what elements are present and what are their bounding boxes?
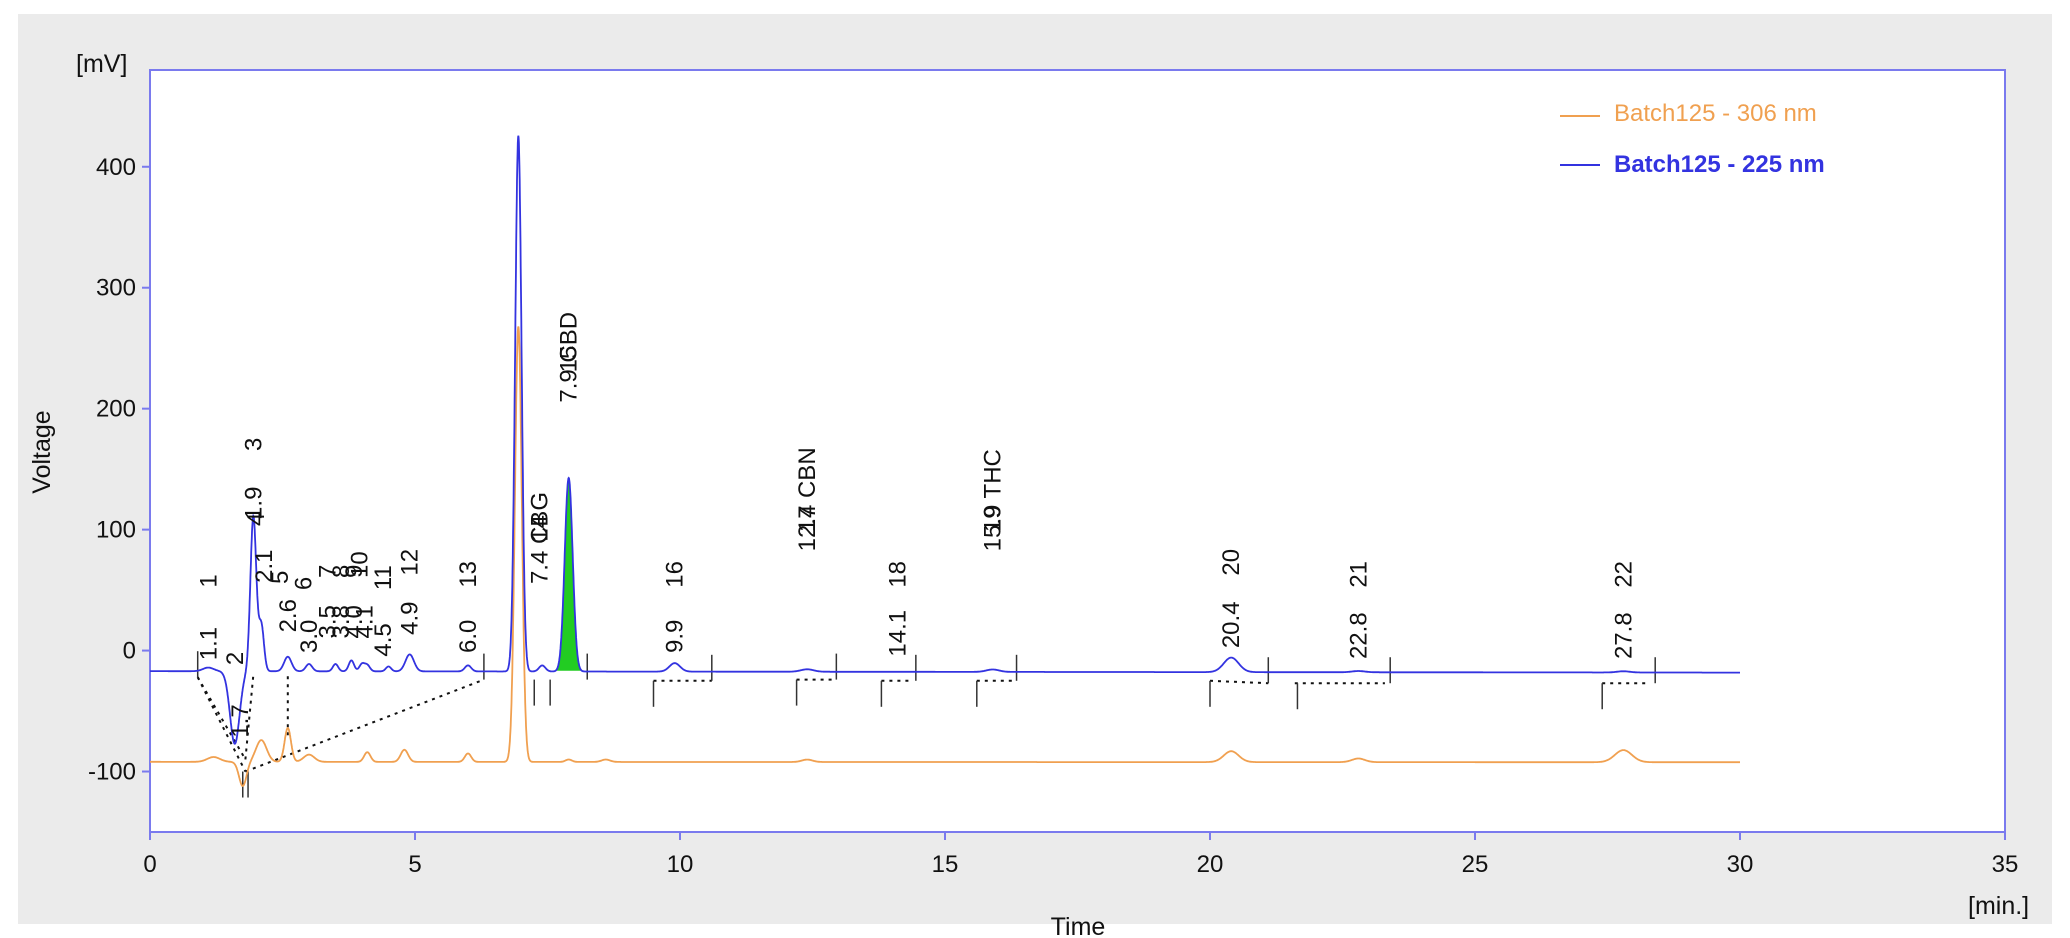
y-tick-label: 200 bbox=[96, 396, 136, 423]
peak-label: 5 bbox=[267, 571, 294, 584]
y-unit-label: [mV] bbox=[76, 50, 127, 78]
peak-label: 6.0 bbox=[455, 620, 482, 653]
peak-label: 27.8 bbox=[1610, 612, 1637, 659]
peak-label: 6 bbox=[291, 577, 318, 590]
y-tick-label: 100 bbox=[96, 517, 136, 544]
peak-label: 7 bbox=[315, 565, 342, 578]
peak-label: 13 bbox=[455, 561, 482, 588]
series-line-1 bbox=[150, 135, 1740, 745]
peak-label: 12.4 CBN bbox=[794, 447, 821, 551]
peak-label: 21 bbox=[1345, 561, 1372, 588]
peak-label: 7.9 CBD bbox=[556, 312, 583, 403]
peak-label: 14 bbox=[527, 515, 554, 542]
y-tick-label: 300 bbox=[96, 275, 136, 302]
integration-baseline-layer bbox=[196, 651, 1656, 798]
x-tick-label: 0 bbox=[143, 851, 156, 878]
legend: Batch125 - 306 nm Batch125 - 225 nm bbox=[1560, 100, 1825, 178]
peak-label: 10 bbox=[346, 551, 373, 578]
peak-label: 4.1 bbox=[352, 605, 379, 638]
peak-label: 9.9 bbox=[662, 620, 689, 653]
peak-label: 22.8 bbox=[1345, 612, 1372, 659]
integration-baseline bbox=[1209, 679, 1269, 685]
peak-label: 4.9 bbox=[397, 601, 424, 634]
x-tick-label: 10 bbox=[667, 851, 694, 878]
x-tick-label: 25 bbox=[1462, 851, 1489, 878]
x-tick-label: 30 bbox=[1727, 851, 1754, 878]
peak-label: 4 bbox=[243, 513, 270, 526]
peak-label: 9 bbox=[341, 565, 368, 578]
y-tick-label: -100 bbox=[88, 759, 136, 786]
peak-label: 16 bbox=[662, 561, 689, 588]
peak-label: 8 bbox=[328, 565, 355, 578]
peak-label: 20.4 bbox=[1218, 601, 1245, 648]
peak-label: 11 bbox=[370, 565, 397, 590]
x-tick-label: 35 bbox=[1992, 851, 2019, 878]
integration-baseline bbox=[196, 676, 247, 772]
y-tick-label: 400 bbox=[96, 154, 136, 181]
integration-baseline bbox=[245, 678, 485, 773]
peak-label: 15.9 THC bbox=[980, 449, 1007, 551]
peak-label: 2.1 bbox=[251, 549, 278, 582]
peak-label: 20 bbox=[1218, 549, 1245, 576]
legend-label-306nm: Batch125 - 306 nm bbox=[1614, 100, 1817, 127]
peak-label: 1.7 bbox=[227, 704, 254, 737]
peak-label: 18 bbox=[884, 561, 911, 588]
x-tick-label: 5 bbox=[408, 851, 421, 878]
legend-label-225nm: Batch125 - 225 nm bbox=[1614, 151, 1825, 178]
peak-label: 4.0 bbox=[341, 605, 368, 638]
peak-label: 17 bbox=[794, 505, 821, 532]
peak-label-layer: 1.1121.71.9342.152.663.073.583.894.0104.… bbox=[195, 312, 1637, 738]
peak-label: 4.5 bbox=[370, 623, 397, 656]
peak-label: 3.8 bbox=[328, 605, 355, 638]
x-unit-label: [min.] bbox=[1968, 892, 2029, 920]
y-tick-label: 0 bbox=[123, 638, 136, 665]
x-axis-title: Time bbox=[1051, 913, 1106, 938]
plot-area bbox=[149, 69, 2006, 833]
y-axis-title: Voltage bbox=[28, 410, 56, 493]
x-tick-label: 20 bbox=[1197, 851, 1224, 878]
peak-label: 3.5 bbox=[315, 605, 342, 638]
peak-label: 19 bbox=[980, 505, 1007, 532]
peak-label: 1.9 bbox=[240, 487, 267, 520]
peak-label: 12 bbox=[397, 549, 424, 576]
peak-label: 7.4 CBG bbox=[527, 492, 554, 584]
peak-label: 3.0 bbox=[296, 620, 323, 653]
peak-label: 15 bbox=[556, 346, 583, 373]
integration-baseline bbox=[244, 674, 255, 760]
peak-label: 2 bbox=[222, 652, 249, 665]
x-tick-label: 15 bbox=[932, 851, 959, 878]
peak-label: 2.6 bbox=[275, 599, 302, 632]
series-layer bbox=[150, 135, 1740, 787]
peak-label: 1.1 bbox=[195, 627, 222, 660]
peak-label: 22 bbox=[1610, 561, 1637, 588]
peak-label: 1 bbox=[195, 574, 222, 587]
peak-label: 3 bbox=[240, 438, 267, 451]
peak-label: 14.1 bbox=[884, 610, 911, 657]
series-line-0 bbox=[150, 326, 1740, 787]
